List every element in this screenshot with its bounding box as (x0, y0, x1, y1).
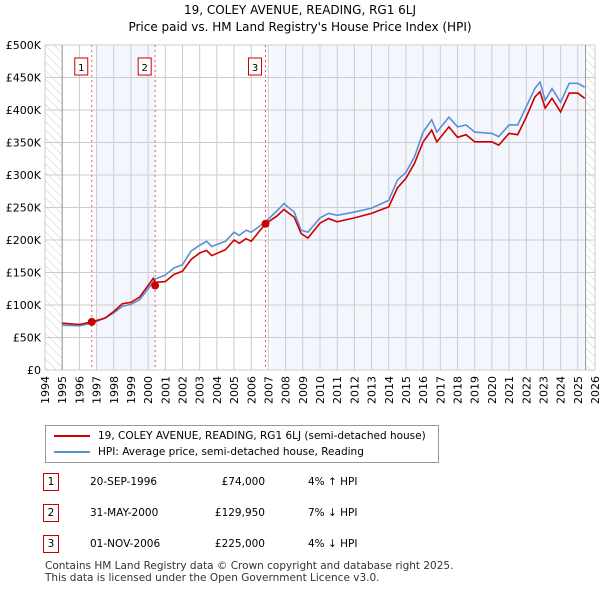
y-tick-label: £450K (6, 72, 42, 85)
x-tick-label: 2026 (589, 376, 600, 404)
hpi-line (62, 80, 586, 327)
legend-swatch (54, 451, 90, 453)
x-tick-label: 2015 (400, 376, 413, 404)
x-tick-label: 2009 (297, 376, 310, 404)
x-tick-label: 2017 (434, 376, 447, 404)
property-line (62, 90, 586, 326)
sale-label: 3 (252, 63, 258, 74)
footer-line: Contains HM Land Registry data © Crown c… (45, 560, 454, 572)
sale-point (87, 317, 96, 326)
x-tick-label: 2006 (245, 376, 258, 404)
x-tick-label: 2011 (331, 376, 344, 404)
legend-swatch (54, 435, 90, 437)
legend-label: HPI: Average price, semi-detached house,… (98, 446, 364, 458)
x-tick-label: 2025 (572, 376, 585, 404)
y-tick-label: £350K (6, 137, 42, 150)
sale-label-box (137, 57, 152, 76)
sale-point (261, 219, 270, 228)
x-tick-label: 2016 (417, 376, 430, 404)
x-tick-label: 2008 (280, 376, 293, 404)
sale-date: 01-NOV-2006 (90, 538, 161, 550)
x-tick-label: 2020 (486, 376, 499, 404)
subtitle-line: Price paid vs. HM Land Registry's House … (128, 20, 472, 34)
footer-line: This data is licensed under the Open Gov… (45, 572, 380, 584)
sale-number: 1 (43, 473, 59, 491)
table-row: 3 01-NOV-2006 £225,000 4% ↓ HPI (40, 535, 440, 555)
legend-label: 19, COLEY AVENUE, READING, RG1 6LJ (semi… (98, 430, 426, 442)
y-tick-label: £150K (6, 267, 42, 280)
y-tick-label: £500K (6, 39, 42, 52)
title-line: 19, COLEY AVENUE, READING, RG1 6LJ (183, 3, 417, 17)
sale-date: 31-MAY-2000 (90, 507, 159, 519)
x-tick-label: 1995 (56, 376, 69, 404)
legend-item-hpi: HPI: Average price, semi-detached house,… (54, 446, 364, 458)
legend: 19, COLEY AVENUE, READING, RG1 6LJ (semi… (45, 425, 439, 463)
sale-price: £74,000 (221, 476, 265, 488)
x-tick-label: 2003 (194, 376, 207, 404)
x-tick-label: 1997 (91, 376, 104, 404)
y-tick-label: £200K (6, 234, 42, 247)
x-tick-label: 2001 (159, 376, 172, 404)
x-tick-label: 1994 (39, 376, 52, 404)
sale-label-box (248, 57, 263, 76)
x-tick-label: 1996 (73, 376, 86, 404)
sale-label: 1 (78, 63, 84, 74)
chart: 1994 1995 1996 1997 1998 1999 2000 2001 2002 2003… (6, 39, 600, 404)
y-tick-label: £400K (6, 104, 42, 117)
sale-price: £129,950 (214, 507, 265, 519)
y-tick-label: £0 (27, 364, 41, 377)
sale-hpi: 4% ↑ HPI (308, 476, 358, 488)
x-tick-label: 2014 (383, 376, 396, 404)
table-row: 1 20-SEP-1996 £74,000 4% ↑ HPI (40, 473, 440, 493)
x-tick-label: 2007 (262, 376, 275, 404)
x-tick-label: 2012 (348, 376, 361, 404)
x-tick-label: 2023 (537, 376, 550, 404)
y-tick-label: £300K (6, 169, 42, 182)
chart-title: 19, COLEY AVENUE, READING, RG1 6LJ Price… (0, 2, 600, 36)
legend-item-property: 19, COLEY AVENUE, READING, RG1 6LJ (semi… (54, 430, 426, 442)
table-row: 2 31-MAY-2000 £129,950 7% ↓ HPI (40, 504, 440, 524)
y-tick-label: £100K (6, 299, 42, 312)
x-tick-label: 2000 (142, 376, 155, 404)
x-tick-label: 2004 (211, 376, 224, 404)
y-tick-label: £250K (6, 202, 42, 215)
x-tick-label: 2010 (314, 376, 327, 404)
sale-point (151, 281, 160, 290)
sale-label: 2 (141, 63, 147, 74)
sale-number: 2 (43, 504, 59, 522)
x-tick-label: 2021 (503, 376, 516, 404)
x-tick-label: 2002 (177, 376, 190, 404)
sale-hpi: 7% ↓ HPI (308, 507, 358, 519)
x-tick-label: 2005 (228, 376, 241, 404)
x-tick-label: 1998 (108, 376, 121, 404)
x-tick-label: 2013 (366, 376, 379, 404)
x-tick-label: 2019 (469, 376, 482, 404)
x-tick-label: 2024 (555, 376, 568, 404)
y-tick-label: £50K (13, 332, 42, 345)
sale-date: 20-SEP-1996 (90, 476, 158, 488)
footer: Contains HM Land Registry data © Crown c… (45, 560, 453, 584)
x-tick-label: 2018 (452, 376, 465, 404)
sale-label-box (74, 57, 89, 76)
sale-number: 3 (43, 535, 59, 553)
sale-price: £225,000 (214, 538, 265, 550)
x-tick-label: 1999 (125, 376, 138, 404)
sale-hpi: 4% ↓ HPI (308, 538, 358, 550)
x-tick-label: 2022 (520, 376, 533, 404)
